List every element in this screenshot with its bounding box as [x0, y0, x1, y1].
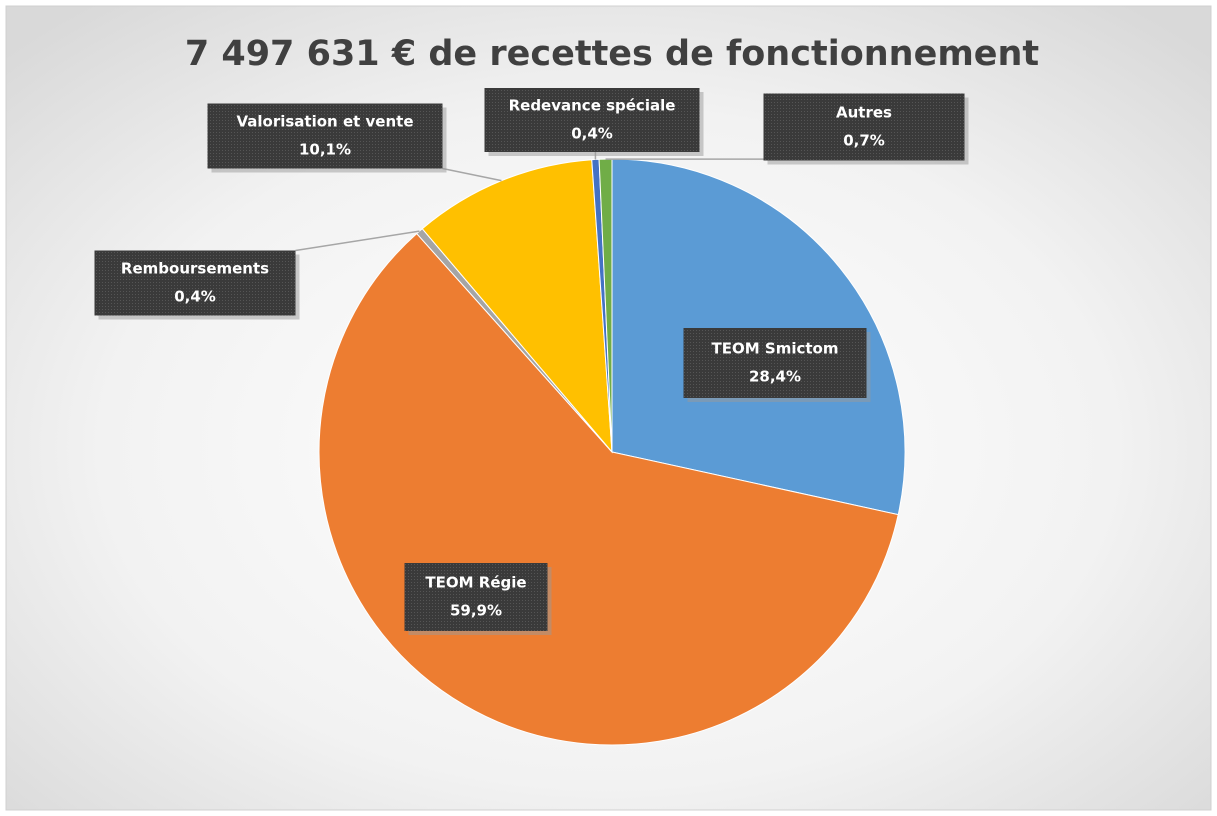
- value-label: 0,7%: [843, 132, 885, 150]
- slice-label: TEOM Smictom: [712, 340, 839, 358]
- slice-label: Remboursements: [121, 260, 269, 278]
- value-label: 0,4%: [571, 125, 613, 143]
- slice-label: Redevance spéciale: [509, 97, 676, 115]
- slice-label: Autres: [836, 104, 892, 122]
- value-label: 59,9%: [450, 602, 502, 620]
- leader-line: [442, 167, 502, 182]
- label-box: [207, 103, 443, 169]
- chart-title: 7 497 631 € de recettes de fonctionnemen…: [185, 34, 1039, 74]
- leader-line: [295, 230, 420, 252]
- label-box: [763, 93, 965, 161]
- label-box: [404, 563, 548, 631]
- value-label: 10,1%: [299, 141, 351, 159]
- value-label: 28,4%: [749, 368, 801, 386]
- label-box: [683, 328, 867, 398]
- slice-label: Valorisation et vente: [236, 113, 413, 131]
- slice-label: TEOM Régie: [425, 574, 526, 592]
- value-label: 0,4%: [174, 288, 216, 306]
- label-box: [94, 250, 296, 316]
- label-box: [484, 88, 700, 152]
